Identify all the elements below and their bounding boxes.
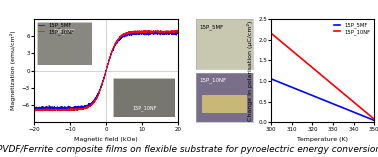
15P_10NF xyxy=(98,89,103,91)
15P_10NF xyxy=(356,105,360,107)
15P_10NF xyxy=(172,31,176,33)
15P_10NF xyxy=(172,32,177,34)
15P_5MF xyxy=(32,107,36,109)
15P_5MF xyxy=(176,33,180,35)
15P_10NF xyxy=(155,29,160,31)
15P_5MF xyxy=(145,32,150,34)
15P_5MF xyxy=(39,107,43,109)
15P_5MF xyxy=(102,77,107,79)
15P_10NF xyxy=(362,110,367,112)
15P_5MF xyxy=(172,32,176,34)
15P_5MF xyxy=(270,78,274,80)
Text: PVDF/Ferrite composite films on flexible substrate for pyroelectric energy conve: PVDF/Ferrite composite films on flexible… xyxy=(0,145,378,154)
15P_5MF xyxy=(362,116,367,117)
Y-axis label: Change in polarisation (μC/cm²): Change in polarisation (μC/cm²) xyxy=(247,20,253,121)
15P_10NF xyxy=(102,76,107,78)
15P_5MF xyxy=(330,103,335,104)
15P_10NF xyxy=(32,109,36,111)
Line: 15P_5MF: 15P_5MF xyxy=(34,31,178,110)
15P_5MF xyxy=(172,32,177,34)
15P_5MF xyxy=(148,30,153,32)
X-axis label: Temperature (K): Temperature (K) xyxy=(297,137,348,142)
15P_5MF xyxy=(332,103,336,105)
15P_10NF xyxy=(330,83,335,85)
15P_5MF xyxy=(330,103,335,105)
15P_10NF xyxy=(145,30,150,32)
Legend: 15P_5MF, 15P_10NF: 15P_5MF, 15P_10NF xyxy=(37,22,76,36)
15P_5MF xyxy=(356,113,360,115)
Line: 15P_5MF: 15P_5MF xyxy=(271,79,374,120)
15P_10NF xyxy=(39,108,44,110)
Legend: 15P_5MF, 15P_10NF: 15P_5MF, 15P_10NF xyxy=(333,22,372,36)
15P_10NF xyxy=(176,30,180,32)
Y-axis label: Magnetization (emu/cm²): Magnetization (emu/cm²) xyxy=(10,31,16,111)
15P_10NF xyxy=(332,85,336,87)
15P_5MF xyxy=(51,109,55,111)
15P_5MF xyxy=(269,78,274,80)
15P_10NF xyxy=(270,33,274,35)
15P_10NF xyxy=(372,118,376,120)
15P_10NF xyxy=(330,84,335,85)
15P_10NF xyxy=(269,32,274,34)
Line: 15P_10NF: 15P_10NF xyxy=(34,30,178,111)
Line: 15P_10NF: 15P_10NF xyxy=(271,33,374,119)
15P_10NF xyxy=(34,110,38,112)
15P_5MF xyxy=(372,119,376,121)
15P_5MF xyxy=(98,87,103,89)
X-axis label: Magnetic field (kOe): Magnetic field (kOe) xyxy=(74,137,138,142)
